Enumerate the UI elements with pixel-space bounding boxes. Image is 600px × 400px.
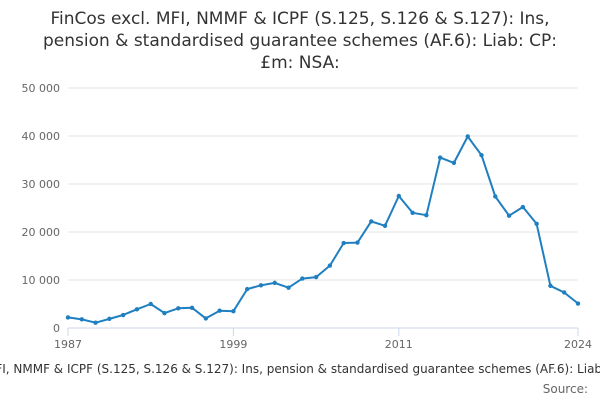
y-tick-label: 10 000 (22, 274, 61, 287)
data-point[interactable] (231, 309, 236, 314)
data-point[interactable] (176, 306, 181, 311)
data-point[interactable] (562, 290, 567, 295)
data-point[interactable] (382, 223, 388, 228)
data-point[interactable] (93, 320, 98, 325)
series-line[interactable] (67, 135, 579, 324)
series-line-group[interactable] (65, 134, 581, 325)
data-point[interactable] (120, 312, 126, 318)
data-point[interactable] (65, 315, 71, 320)
data-point[interactable] (520, 204, 526, 210)
data-point[interactable] (341, 240, 346, 246)
data-point[interactable] (300, 276, 305, 281)
data-point[interactable] (437, 155, 443, 160)
data-point[interactable] (575, 301, 581, 306)
y-axis: 0 10 000 20 000 30 000 40 000 50 000 (22, 82, 61, 335)
gridlines (68, 87, 578, 329)
data-point[interactable] (506, 213, 512, 218)
y-tick-label: 0 (53, 322, 60, 335)
x-tick-label: 2011 (385, 338, 413, 351)
data-point[interactable] (203, 316, 209, 321)
chart-title: FinCos excl. MFI, NMMF & ICPF (S.125, S.… (43, 9, 557, 73)
data-point[interactable] (258, 283, 264, 288)
data-point[interactable] (313, 274, 319, 280)
data-point[interactable] (479, 153, 484, 158)
x-tick-label: 1987 (54, 338, 82, 351)
legend[interactable]: FinCos excl. MFI, NMMF & ICPF (S.125, S.… (0, 362, 600, 376)
y-tick-label: 30 000 (22, 178, 61, 191)
data-point[interactable] (355, 240, 360, 245)
legend-label[interactable]: FinCos excl. MFI, NMMF & ICPF (S.125, S.… (0, 362, 600, 376)
x-axis: 1987 1999 2011 2024 (54, 327, 592, 351)
source-label: Source: (543, 382, 588, 396)
chart-title-line-2: pension & standardised guarantee schemes… (43, 31, 557, 51)
y-tick-label: 50 000 (22, 82, 61, 95)
data-point[interactable] (327, 263, 333, 268)
data-point[interactable] (107, 316, 112, 322)
data-point[interactable] (148, 301, 153, 307)
data-point[interactable] (396, 193, 402, 199)
data-point[interactable] (79, 317, 84, 322)
data-point[interactable] (451, 160, 457, 166)
data-point[interactable] (244, 286, 250, 292)
chart-title-line-1: FinCos excl. MFI, NMMF & ICPF (S.125, S.… (50, 9, 549, 29)
y-tick-label: 20 000 (22, 226, 61, 239)
data-point[interactable] (217, 308, 222, 313)
data-point[interactable] (534, 221, 539, 227)
data-point[interactable] (189, 305, 195, 311)
data-point[interactable] (465, 134, 470, 139)
data-point[interactable] (410, 210, 415, 215)
data-point[interactable] (548, 283, 553, 288)
data-point[interactable] (424, 213, 429, 218)
data-point[interactable] (134, 307, 140, 312)
data-point[interactable] (162, 310, 167, 316)
x-tick-label: 2024 (564, 338, 592, 351)
y-tick-label: 40 000 (22, 130, 61, 143)
chart-title-line-3: £m: NSA: (260, 53, 339, 73)
data-point[interactable] (493, 194, 498, 199)
data-point[interactable] (272, 280, 277, 286)
data-point[interactable] (369, 219, 374, 224)
x-tick-label: 1999 (219, 338, 247, 351)
data-point[interactable] (286, 285, 291, 290)
